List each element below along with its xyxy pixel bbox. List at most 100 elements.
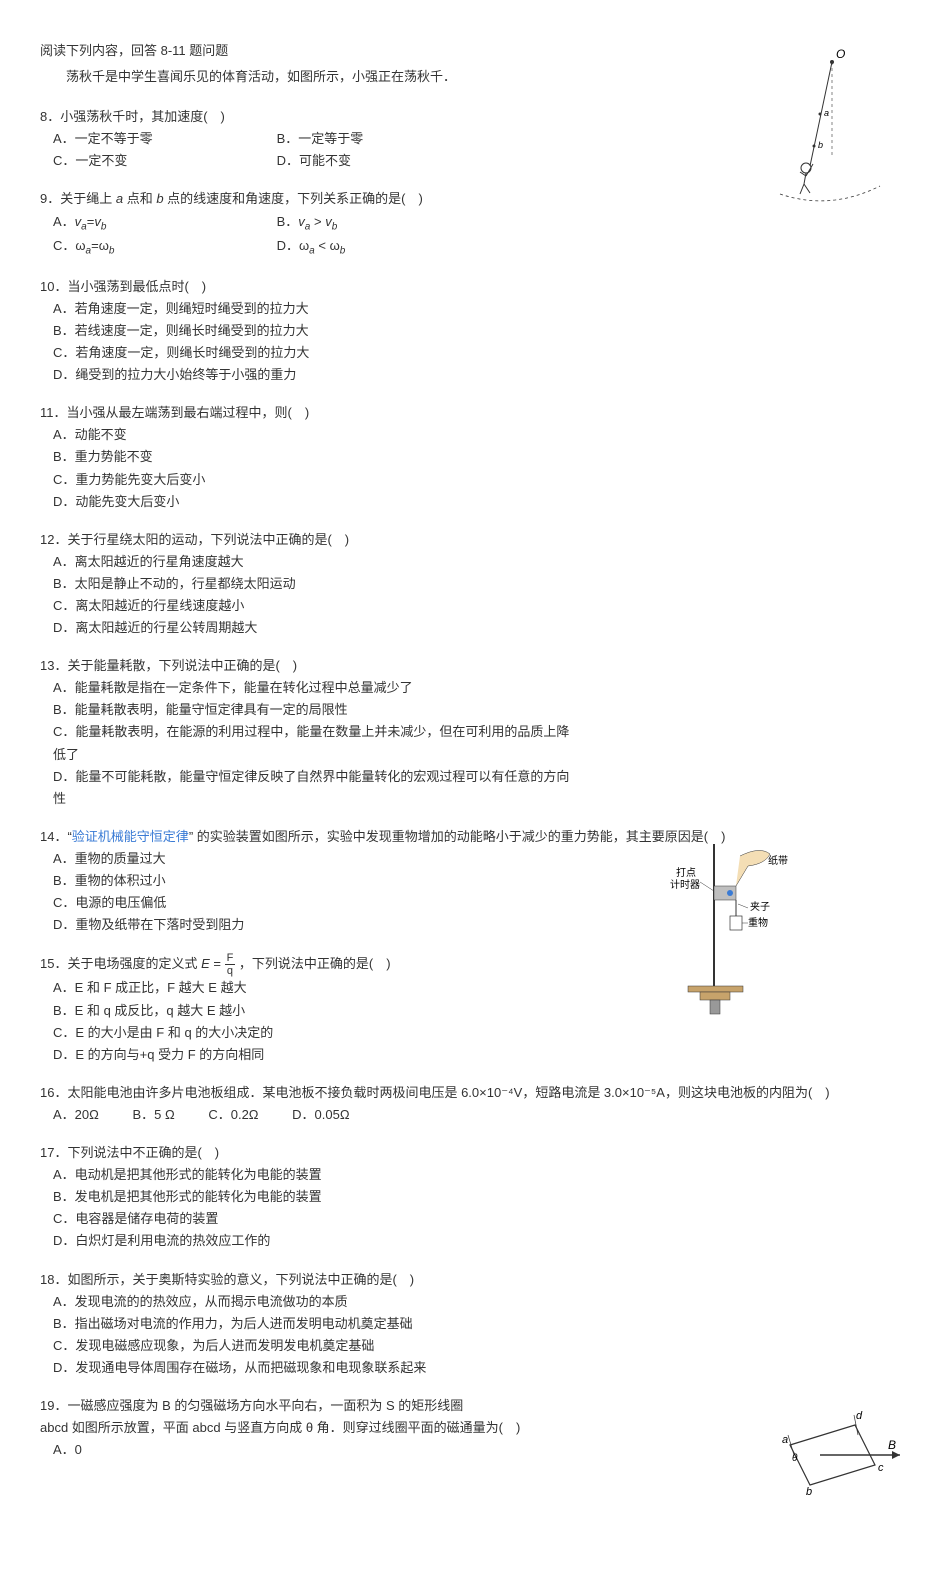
svg-text:B: B (888, 1438, 896, 1452)
svg-text:a: a (782, 1434, 788, 1446)
svg-text:计时器: 计时器 (670, 878, 700, 891)
q11-opt-c: C．重力势能先变大后变小 (53, 469, 910, 491)
q10-opt-c: C．若角速度一定，则绳长时绳受到的拉力大 (53, 342, 910, 364)
svg-text:a: a (824, 108, 829, 118)
q11-opt-a: A．动能不变 (53, 424, 910, 446)
q9B-label: B． (277, 214, 299, 229)
q9C-wr: ω (99, 238, 109, 253)
svg-text:θ: θ (792, 1453, 798, 1464)
swing-figure: O a b (770, 46, 890, 206)
q12-opt-d: D．离太阳越近的行星公转周期越大 (53, 617, 910, 639)
question-19: a d c b B θ 19．一磁感应强度为 B 的匀强磁场方向水平向右，一面积… (40, 1395, 910, 1515)
q11-opt-d: D．动能先变大后变小 (53, 491, 910, 513)
question-16: 16．太阳能电池由许多片电池板组成．某电池板不接负载时两极间电压是 6.0×10… (40, 1082, 910, 1126)
q8-opt-d: D．可能不变 (277, 150, 497, 172)
svg-text:b: b (806, 1486, 812, 1498)
q18-opt-a: A．发现电流的的热效应，从而揭示电流做功的本质 (53, 1291, 910, 1313)
q9-opt-a: A．va=vb (53, 211, 273, 236)
q17-opt-c: C．电容器是储存电荷的装置 (53, 1208, 910, 1230)
q16-opt-c: C．0.2Ω (208, 1104, 258, 1126)
q9B-sr: b (332, 221, 338, 232)
coil-figure: a d c b B θ (760, 1395, 910, 1515)
q12-opt-a: A．离太阳越近的行星角速度越大 (53, 551, 910, 573)
q8-opt-a: A．一定不等于零 (53, 128, 273, 150)
q9C-eq: = (91, 238, 99, 253)
svg-text:d: d (856, 1410, 863, 1422)
q10-title: 10．当小强荡到最低点时( ) (40, 276, 910, 298)
q13-title: 13．关于能量耗散，下列说法中正确的是( ) (40, 655, 910, 677)
q12-title: 12．关于行星绕太阳的运动，下列说法中正确的是( ) (40, 529, 910, 551)
q15-frac: Fq (225, 952, 236, 977)
q16-opt-b: B．5 Ω (132, 1104, 174, 1126)
question-9: 9．关于绳上 a 点和 b 点的线速度和角速度，下列关系正确的是( ) A．va… (40, 188, 910, 259)
q9C-wl: ω (75, 238, 85, 253)
q9-title: 9．关于绳上 a 点和 b 点的线速度和角速度，下列关系正确的是( ) (40, 188, 910, 210)
question-12: 12．关于行星绕太阳的运动，下列说法中正确的是( ) A．离太阳越近的行星角速度… (40, 529, 910, 639)
q14-suf: ” 的实验装置如图所示，实验中发现重物增加的动能略小于减少的重力势能，其主要原因… (189, 829, 726, 844)
q13-opt-a: A．能量耗散是指在一定条件下，能量在转化过程中总量减少了 (53, 677, 910, 699)
svg-text:c: c (878, 1462, 884, 1474)
intro-line1: 阅读下列内容，回答 8-11 题问题 (40, 43, 228, 58)
q16-opt-d: D．0.05Ω (292, 1104, 349, 1126)
q9-row1: A．va=vb B．va > vb (53, 211, 910, 236)
q15-den: q (225, 965, 236, 977)
q15-opt-b: B．E 和 q 成反比，q 越大 E 越小 (53, 1000, 910, 1022)
q9D-label: D． (277, 238, 299, 253)
swing-label: O (836, 47, 845, 61)
q18-opt-c: C．发现电磁感应现象，为后人进而发明发电机奠定基础 (53, 1335, 910, 1357)
q18-opt-d: D．发现通电导体周围存在磁场，从而把磁现象和电现象联系起来 (53, 1357, 910, 1379)
q17-title: 17．下列说法中不正确的是( ) (40, 1142, 910, 1164)
q15-opt-a: A．E 和 F 成正比，F 越大 E 越大 (53, 977, 910, 999)
q9A-label: A． (53, 214, 75, 229)
q9-mid2: 点的线速度和角速度，下列关系正确的是( ) (164, 191, 423, 206)
q10-opt-d: D．绳受到的拉力大小始终等于小强的重力 (53, 364, 910, 386)
svg-text:打点: 打点 (676, 866, 696, 879)
q9D-lt: < (315, 238, 330, 253)
svg-text:纸带: 纸带 (768, 854, 788, 867)
q12-opt-b: B．太阳是静止不动的，行星都绕太阳运动 (53, 573, 910, 595)
q9A-sr: b (101, 221, 107, 232)
q8-opt-b: B．一定等于零 (277, 128, 497, 150)
q13-opt-c: C．能量耗散表明，在能源的利用过程中，能量在数量上并未减少，但在可利用的品质上降… (53, 721, 573, 765)
q16-title: 16．太阳能电池由许多片电池板组成．某电池板不接负载时两极间电压是 6.0×10… (40, 1082, 910, 1104)
q14-pre: 14．“ (40, 829, 72, 844)
question-11: 11．当小强从最左端荡到最右端过程中，则( ) A．动能不变 B．重力势能不变 … (40, 402, 910, 512)
q9C-label: C． (53, 238, 75, 253)
q9-row2: C．ωa=ωb D．ωa < ωb (53, 235, 910, 260)
q9-b: b (156, 191, 163, 206)
q11-title: 11．当小强从最左端荡到最右端过程中，则( ) (40, 402, 910, 424)
q15-suf: ，下列说法中正确的是( ) (235, 956, 390, 971)
q14-link[interactable]: 验证机械能守恒定律 (72, 829, 189, 844)
svg-text:重物: 重物 (748, 916, 768, 929)
question-10: 10．当小强荡到最低点时( ) A．若角速度一定，则绳短时绳受到的拉力大 B．若… (40, 276, 910, 386)
question-14: 打点 计时器 纸带 夹子 重物 14．“验证机械能守恒定律” 的实验装置如图所示… (40, 826, 910, 936)
q9D-wl: ω (299, 238, 309, 253)
q9-opt-c: C．ωa=ωb (53, 235, 273, 260)
q15-opt-c: C．E 的大小是由 F 和 q 的大小决定的 (53, 1022, 910, 1044)
q9D-wr: ω (330, 238, 340, 253)
q12-opt-c: C．离太阳越近的行星线速度越小 (53, 595, 910, 617)
q13-opt-d: D．能量不可能耗散，能量守恒定律反映了自然界中能量转化的宏观过程可以有任意的方向… (53, 766, 573, 810)
q15-opt-d: D．E 的方向与+q 受力 F 的方向相同 (53, 1044, 910, 1066)
q19-title-part1: 19．一磁感应强度为 B 的匀强磁场方向水平向右，一面积为 S 的矩形线圈 (40, 1398, 463, 1413)
q9-opt-d: D．ωa < ωb (277, 235, 497, 260)
q13-opt-b: B．能量耗散表明，能量守恒定律具有一定的局限性 (53, 699, 910, 721)
svg-text:夹子: 夹子 (750, 900, 770, 913)
svg-text:b: b (818, 140, 823, 150)
q9-a: a (116, 191, 123, 206)
q10-opt-a: A．若角速度一定，则绳短时绳受到的拉力大 (53, 298, 910, 320)
question-15: 15．关于电场强度的定义式 E = Fq ，下列说法中正确的是( ) A．E 和… (40, 952, 910, 1066)
q10-opt-b: B．若线速度一定，则绳长时绳受到的拉力大 (53, 320, 910, 342)
q9D-sr: b (340, 246, 346, 257)
intro-line2: 荡秋千是中学生喜闻乐见的体育活动，如图所示，小强正在荡秋千． (66, 69, 456, 84)
question-13: 13．关于能量耗散，下列说法中正确的是( ) A．能量耗散是指在一定条件下，能量… (40, 655, 910, 810)
q17-opt-b: B．发电机是把其他形式的能转化为电能的装置 (53, 1186, 910, 1208)
q9-pre: 9．关于绳上 (40, 191, 116, 206)
q9-mid1: 点和 (123, 191, 156, 206)
q15-num: F (225, 952, 236, 965)
q8-opt-c: C．一定不变 (53, 150, 273, 172)
question-17: 17．下列说法中不正确的是( ) A．电动机是把其他形式的能转化为电能的装置 B… (40, 1142, 910, 1252)
q9-opt-b: B．va > vb (277, 211, 497, 236)
q15-pre: 15．关于电场强度的定义式 (40, 956, 201, 971)
q11-opt-b: B．重力势能不变 (53, 446, 910, 468)
